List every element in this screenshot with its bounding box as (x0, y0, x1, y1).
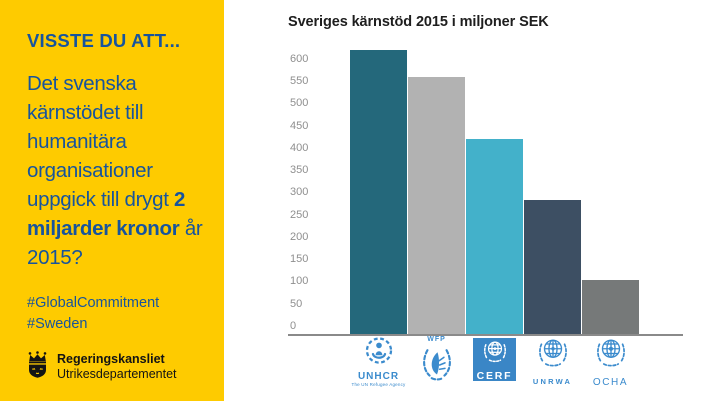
wfp-emblem-icon (419, 344, 455, 391)
wfp-label: WFP (427, 336, 446, 343)
ocha-label: OCHA (592, 377, 629, 388)
government-department-name: Utrikesdepartementet (57, 367, 177, 381)
government-office-name: Regeringskansliet (57, 352, 165, 366)
government-logo-text: Regeringskansliet Utrikesdepartementet (57, 352, 177, 382)
unrwa-label: UNRWA (532, 377, 573, 386)
y-axis-tick-label: 200 (290, 230, 309, 243)
y-axis-tick-label: 300 (290, 186, 309, 199)
y-axis-tick-label: 500 (290, 97, 309, 110)
unrwa-logo: UNRWA (524, 336, 581, 396)
hashtag-global-commitment: #GlobalCommitment (27, 295, 160, 311)
y-axis-tick-label: 600 (290, 52, 309, 65)
panel-heading: VISSTE DU ATT... (27, 30, 181, 51)
bar-unhcr (350, 50, 407, 334)
unhcr-logo: UNHCR The UN Refugee Agency (350, 336, 407, 396)
wfp-logo: WFP (408, 336, 465, 396)
y-axis-tick-label: 0 (290, 319, 297, 332)
bar-chart: 0 50 100 150 200 250 300 350 400 450 500 550 600 (288, 45, 683, 336)
y-axis-tick-label: 450 (290, 119, 309, 132)
y-axis-tick-label: 550 (290, 75, 309, 88)
bar-ocha (582, 280, 639, 334)
unhcr-sublabel: The UN Refugee Agency (351, 382, 406, 387)
bar-plot (350, 50, 639, 334)
cerf-label: CERF (476, 369, 513, 382)
fact-text-before: Det svenska kärnstödet till humanitära o… (27, 72, 174, 211)
organization-logos: UNHCR The UN Refugee Agency WFP (350, 336, 639, 396)
cerf-square: CERF (473, 338, 516, 381)
fact-text-after: år 2015? (27, 217, 203, 269)
bar-wfp (408, 77, 465, 334)
fact-text-bold: 2 miljarder kronor (27, 188, 186, 240)
unrwa-emblem-icon (534, 336, 572, 375)
unhcr-emblem-icon (362, 336, 396, 372)
cerf-logo: CERF (466, 336, 523, 396)
y-axis-tick-label: 400 (290, 141, 309, 154)
hashtags: #GlobalCommitment #Sweden (27, 293, 208, 335)
bar-unrwa (524, 200, 581, 334)
y-axis-tick-label: 350 (290, 164, 309, 177)
chart-title: Sveriges kärnstöd 2015 i miljoner SEK (288, 14, 549, 30)
y-axis-tick-label: 250 (290, 208, 309, 221)
fact-panel: VISSTE DU ATT... Det svenska kärnstödet … (0, 0, 224, 401)
x-axis-line (288, 334, 683, 336)
unhcr-label: UNHCR (357, 371, 400, 382)
government-logo: Regeringskansliet Utrikesdepartementet (26, 351, 177, 383)
ocha-emblem-icon (592, 336, 630, 375)
y-axis-tick-label: 100 (290, 275, 309, 288)
coat-of-arms-icon (26, 351, 49, 383)
ocha-logo: OCHA (582, 336, 639, 396)
y-axis-tick-label: 150 (290, 253, 309, 266)
fact-text: Det svenska kärnstödet till humanitära o… (27, 69, 209, 272)
y-axis-tick-label: 50 (290, 297, 303, 310)
cerf-emblem-icon (480, 339, 510, 370)
chart-panel: Sveriges kärnstöd 2015 i miljoner SEK 0 5… (224, 0, 712, 401)
bar-cerf (466, 139, 523, 334)
hashtag-sweden: #Sweden (27, 316, 88, 332)
